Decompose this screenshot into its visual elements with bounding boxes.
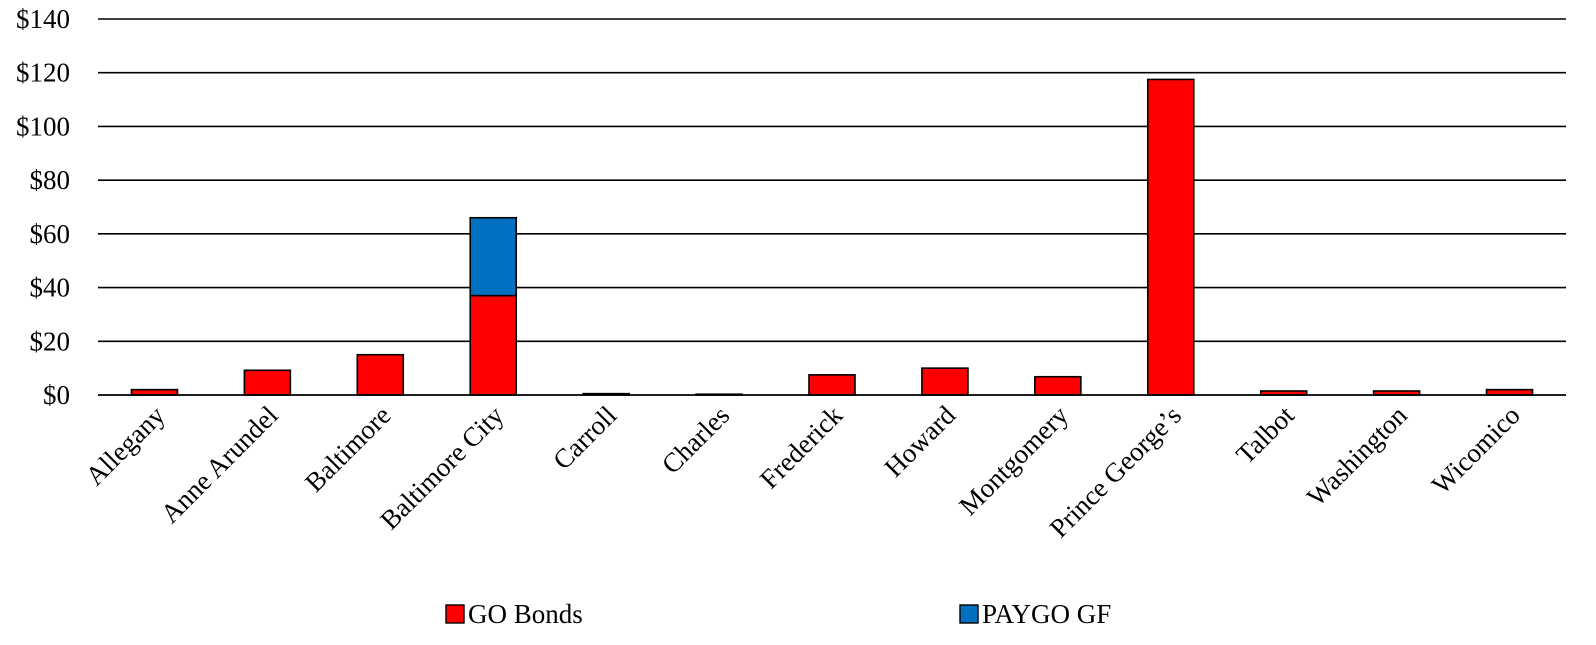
- gridlines: [98, 18, 1566, 343]
- x-category-label: Allegany: [79, 400, 171, 492]
- bar-segment: [1034, 375, 1082, 396]
- x-category-label: Carroll: [547, 400, 622, 475]
- y-tick-label: $20: [30, 326, 71, 356]
- legend: GO Bonds PAYGO GF: [445, 599, 1111, 629]
- y-tick-label: $120: [16, 58, 70, 88]
- bar-segment: [808, 374, 856, 396]
- bar-segment: [243, 369, 292, 396]
- x-category-label: Howard: [878, 400, 961, 483]
- bar-segment: [921, 367, 969, 396]
- legend-swatch: [445, 604, 465, 624]
- bar-segment: [356, 353, 405, 396]
- legend-swatch: [959, 604, 979, 624]
- bar-segment: [1146, 78, 1195, 396]
- x-category-label: Frederick: [754, 400, 849, 495]
- legend-item: GO Bonds: [445, 599, 583, 629]
- bars: [130, 78, 1534, 396]
- y-tick-label: $100: [16, 111, 70, 141]
- x-category-label: Talbot: [1230, 400, 1300, 470]
- x-category-label: Baltimore: [299, 400, 397, 498]
- bar-segment: [469, 216, 518, 297]
- legend-label: PAYGO GF: [982, 599, 1111, 629]
- y-axis-tick-labels: $0 $20 $40 $60 $80 $100 $120 $140: [16, 4, 70, 410]
- y-tick-label: $60: [30, 219, 71, 249]
- x-category-label: Anne Arundel: [155, 400, 284, 529]
- x-category-label: Washington: [1301, 400, 1413, 512]
- y-tick-label: $0: [43, 380, 70, 410]
- legend-label: GO Bonds: [468, 599, 583, 629]
- legend-item: PAYGO GF: [959, 599, 1111, 629]
- x-category-label: Charles: [656, 400, 736, 480]
- y-tick-label: $140: [16, 4, 70, 34]
- x-category-label: Montgomery: [953, 400, 1074, 521]
- x-category-label: Wicomico: [1426, 400, 1526, 500]
- bar-segment: [469, 294, 518, 396]
- y-tick-label: $40: [30, 273, 71, 303]
- y-tick-label: $80: [30, 165, 71, 195]
